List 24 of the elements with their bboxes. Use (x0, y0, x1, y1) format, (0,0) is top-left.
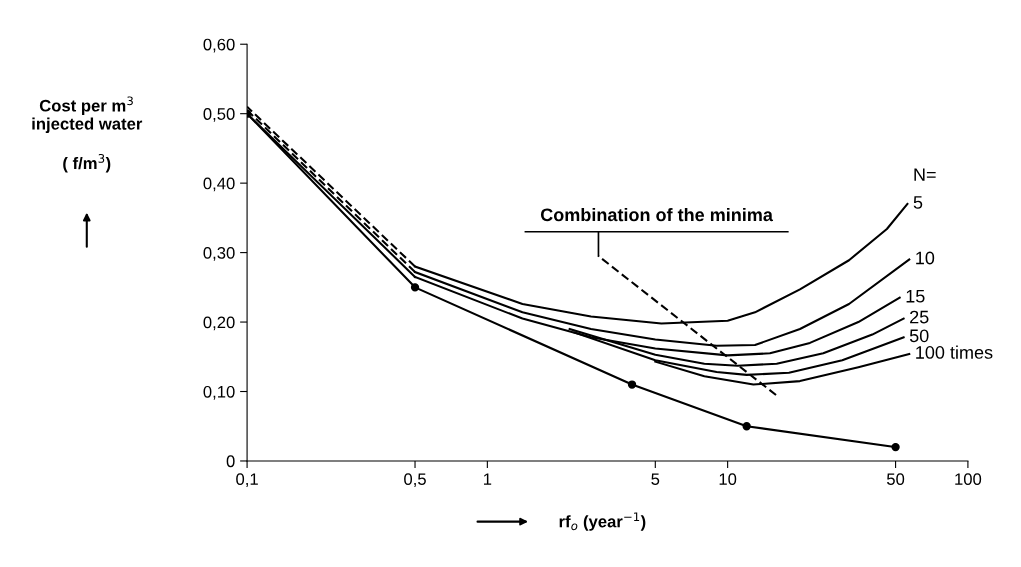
x-tick-label: 0,5 (404, 473, 426, 487)
series-label: 5 (913, 196, 923, 209)
series-label: 100 times (916, 345, 993, 359)
annotation: Combination of the minima (540, 207, 774, 222)
series-label: 10 (916, 251, 935, 265)
y-tick-label: 0 (226, 455, 235, 468)
series-label: 50 (909, 329, 929, 343)
text: Cost per m$^{3}$ injected water ( f/m$^{3}$) (32, 96, 143, 173)
annotation: N= (914, 168, 936, 181)
x-tick-label: 5 (651, 473, 660, 486)
y-tick-label: 0,50 (203, 108, 235, 122)
y-tick-label: 0,20 (203, 316, 235, 331)
x-tick-label: 10 (719, 473, 737, 486)
x-tick-label: 1 (483, 473, 492, 485)
x-axis-title: rf$_{o}$ (year$^{−1}$) (559, 512, 646, 531)
x-tick-label: 100 (955, 473, 982, 486)
x-tick-label: 0,1 (236, 473, 258, 487)
series-label: 15 (906, 289, 925, 303)
x-tick-label: 50 (886, 473, 905, 486)
y-tick-label: 0,60 (203, 38, 235, 53)
y-tick-label: 0,40 (203, 177, 235, 192)
series-label: 25 (910, 310, 929, 324)
y-tick-label: 0,30 (203, 247, 235, 261)
y-tick-label: 0,10 (203, 385, 235, 400)
